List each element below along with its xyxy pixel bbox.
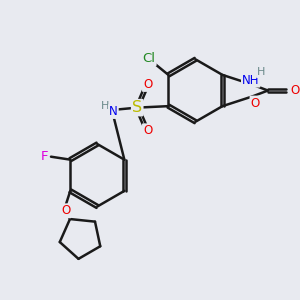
Text: F: F bbox=[41, 150, 48, 163]
Text: O: O bbox=[290, 84, 299, 97]
Text: O: O bbox=[250, 97, 260, 110]
Text: O: O bbox=[143, 78, 152, 91]
Text: O: O bbox=[143, 124, 152, 137]
Text: S: S bbox=[132, 100, 142, 115]
Text: O: O bbox=[61, 204, 70, 217]
Text: H: H bbox=[101, 100, 110, 110]
Text: Cl: Cl bbox=[142, 52, 156, 65]
Text: N: N bbox=[109, 105, 118, 118]
Text: H: H bbox=[257, 67, 265, 77]
Text: NH: NH bbox=[242, 74, 260, 87]
